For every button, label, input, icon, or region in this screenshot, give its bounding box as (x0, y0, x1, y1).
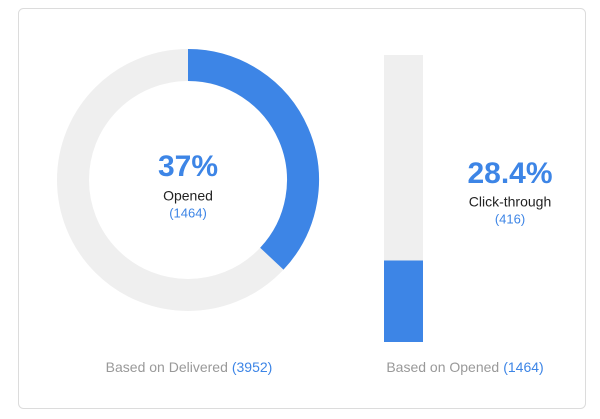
bar (384, 260, 423, 342)
clickthrough-panel: 28.4% Click-through (416) Based on Opene… (384, 55, 553, 375)
footer: Based on Delivered (3952) (106, 359, 273, 375)
value-label: 37% (158, 150, 218, 183)
footer-text: Based on Opened (386, 359, 499, 375)
count-label: (416) (495, 211, 525, 226)
opened-panel: 37% Opened (1464) Based on Delivered (395… (57, 49, 319, 375)
footer-text: Based on Delivered (106, 359, 228, 375)
footer-count: (3952) (232, 359, 272, 375)
footer: Based on Opened (1464) (386, 359, 543, 375)
value-label: 28.4% (467, 157, 552, 190)
metric-label: Click-through (469, 194, 551, 210)
footer-count: (1464) (503, 359, 543, 375)
metric-label: Opened (163, 188, 213, 204)
count-label: (1464) (169, 205, 207, 220)
donut-arc (187, 49, 319, 270)
